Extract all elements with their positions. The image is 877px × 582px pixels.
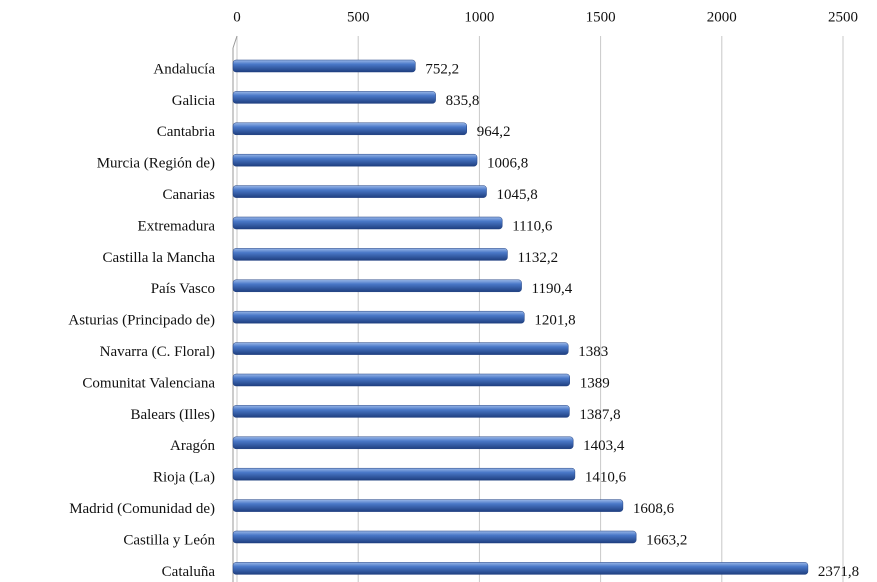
bar: [232, 279, 522, 293]
data-label: 1608,6: [633, 501, 675, 517]
data-label: 1110,6: [512, 218, 553, 234]
y-tick-label: Castilla y León: [123, 532, 215, 548]
data-label: 1190,4: [532, 281, 573, 297]
bar: [232, 91, 436, 104]
y-tick-label: Extremadura: [138, 218, 216, 234]
bar: [232, 59, 416, 73]
y-tick-label: Balears (Illes): [130, 407, 215, 423]
data-label: 1663,2: [646, 532, 687, 548]
data-label: 835,8: [446, 93, 480, 109]
y-tick-label: Andalucía: [153, 61, 215, 77]
bar: [232, 216, 503, 230]
bar: [232, 185, 487, 198]
data-label: 1201,8: [534, 313, 575, 329]
data-label: 2371,8: [818, 564, 859, 580]
x-tick-label: 2000: [707, 9, 737, 25]
y-tick-label: Comunitat Valenciana: [82, 375, 215, 391]
data-label: 1389: [580, 375, 610, 391]
y-tick-label: Madrid (Comunidad de): [69, 501, 215, 517]
data-label: 1132,2: [517, 250, 558, 266]
y-tick-label: Cataluña: [162, 564, 216, 580]
bar: [232, 562, 809, 575]
bar: [232, 436, 574, 450]
data-label: 1410,6: [585, 470, 627, 486]
bar: [232, 467, 576, 481]
x-tick-label: 1000: [464, 9, 494, 25]
x-tick-label: 0: [233, 9, 241, 25]
axis-line: [232, 35, 238, 49]
y-tick-label: Galicia: [172, 93, 216, 109]
bar: [232, 248, 508, 261]
bar: [232, 310, 525, 324]
data-label: 752,2: [425, 61, 459, 77]
x-tick-label: 500: [347, 9, 370, 25]
bar: [232, 405, 570, 418]
bar: [232, 499, 624, 512]
data-label: 1383: [578, 344, 608, 360]
y-tick-label: Rioja (La): [153, 470, 215, 486]
data-label: 1387,8: [579, 407, 620, 423]
y-tick-label: Canarias: [163, 187, 216, 203]
bar: [232, 122, 467, 136]
y-tick-label: Castilla la Mancha: [103, 250, 216, 266]
y-tick-label: Cantabria: [157, 124, 216, 140]
bar: [232, 530, 637, 544]
y-tick-label: Aragón: [170, 438, 215, 454]
data-label: 964,2: [477, 124, 511, 140]
bar: [232, 342, 569, 355]
x-tick-label: 1500: [586, 9, 616, 25]
data-label: 1045,8: [497, 187, 538, 203]
bar: [232, 373, 570, 387]
x-tick-label: 2500: [828, 9, 858, 25]
y-tick-label: Murcia (Región de): [97, 156, 215, 172]
data-label: 1006,8: [487, 156, 528, 172]
data-label: 1403,4: [583, 438, 625, 454]
bar: [232, 153, 478, 167]
y-tick-label: Navarra (C. Floral): [100, 344, 215, 360]
y-tick-label: Asturias (Principado de): [68, 313, 215, 329]
y-tick-label: País Vasco: [151, 281, 215, 297]
